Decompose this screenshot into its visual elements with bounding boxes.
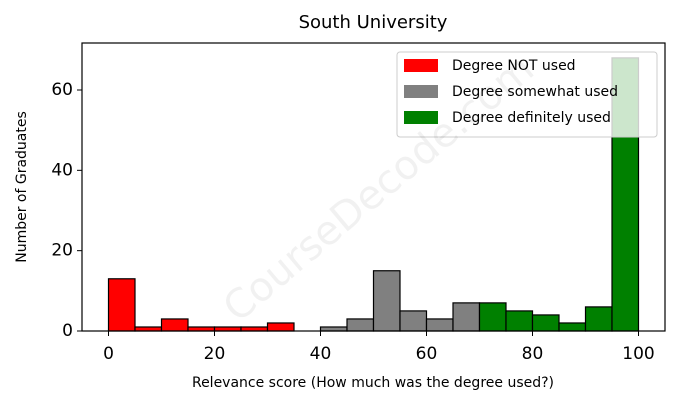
x-tick-label: 100 bbox=[622, 344, 654, 364]
x-tick-label: 0 bbox=[103, 344, 114, 364]
y-tick-label: 0 bbox=[62, 321, 73, 341]
histogram-bar bbox=[558, 322, 587, 332]
histogram-bar bbox=[531, 314, 560, 332]
histogram-bar bbox=[107, 278, 136, 332]
histogram-bar bbox=[213, 326, 242, 332]
histogram-bar bbox=[266, 322, 295, 332]
legend-swatch bbox=[404, 59, 438, 72]
legend-label: Degree definitely used bbox=[452, 110, 611, 126]
x-tick-label: 40 bbox=[310, 344, 332, 364]
histogram-bar bbox=[478, 302, 507, 332]
y-tick-label: 20 bbox=[51, 241, 73, 261]
y-axis-label: Number of Graduates bbox=[14, 111, 30, 263]
x-tick-label: 20 bbox=[204, 344, 226, 364]
legend-label: Degree somewhat used bbox=[452, 84, 618, 100]
legend-label: Degree NOT used bbox=[452, 58, 576, 74]
legend-box bbox=[396, 51, 658, 138]
histogram-bar bbox=[425, 318, 454, 332]
plot-frame bbox=[81, 42, 666, 332]
x-tick-label: 60 bbox=[416, 344, 438, 364]
legend-swatch bbox=[404, 111, 438, 124]
histogram-bar bbox=[187, 326, 216, 332]
histogram-bar bbox=[452, 302, 481, 332]
histogram-bar bbox=[584, 306, 613, 332]
histogram-bar bbox=[160, 318, 189, 332]
histogram-bar bbox=[134, 326, 163, 332]
chart-title: South University bbox=[299, 12, 448, 33]
y-tick-label: 40 bbox=[51, 160, 73, 180]
histogram-bar bbox=[346, 318, 375, 332]
x-axis-label: Relevance score (How much was the degree… bbox=[192, 375, 554, 391]
histogram-bar bbox=[372, 270, 401, 332]
legend-swatch bbox=[404, 85, 438, 98]
histogram-bar bbox=[399, 310, 428, 332]
histogram-bar bbox=[505, 310, 534, 332]
histogram-bar bbox=[319, 326, 348, 332]
x-tick-label: 80 bbox=[522, 344, 544, 364]
y-tick-label: 60 bbox=[51, 80, 73, 100]
legend: Degree NOT used Degree somewhat used Degre… bbox=[396, 51, 658, 138]
